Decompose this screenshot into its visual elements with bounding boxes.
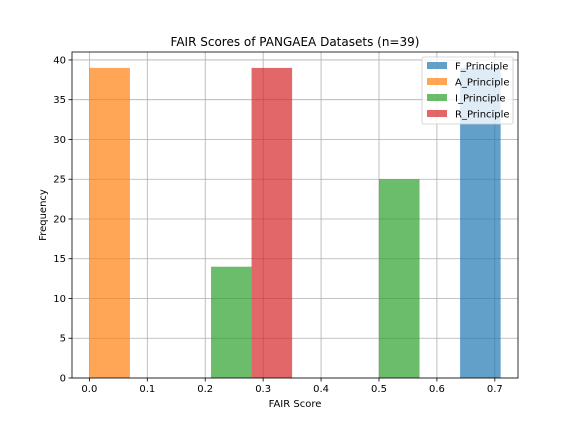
y-tick-label: 10 — [53, 294, 66, 305]
y-tick-label: 30 — [53, 135, 66, 146]
y-tick-label: 0 — [60, 374, 66, 385]
legend-swatch — [427, 110, 447, 117]
legend-label: R_Principle — [455, 110, 510, 121]
bar-r-principle — [251, 67, 293, 378]
x-tick-label: 0.7 — [487, 384, 503, 395]
legend-box — [421, 56, 514, 125]
x-tick-label: 0.1 — [139, 384, 155, 395]
tick-labels: 0.0 0.1 0.2 0.3 0.4 0.5 0.6 0.7 0 5 10 15 20 25 30 35 40 — [53, 55, 503, 395]
legend-swatch — [427, 94, 447, 101]
legend-label: F_Principle — [455, 62, 508, 73]
x-axis-label: FAIR Score — [269, 399, 322, 410]
y-axis-label: Frequency — [38, 189, 49, 241]
x-tick-label: 0.4 — [313, 384, 329, 395]
bar-i-principle — [211, 266, 252, 378]
legend: F_Principle A_Principle I_Principle R_Princ… — [421, 56, 514, 125]
y-tick-label: 25 — [53, 175, 66, 186]
x-tick-label: 0.5 — [371, 384, 387, 395]
x-tick-label: 0.0 — [81, 384, 97, 395]
legend-label: A_Principle — [455, 78, 509, 89]
chart-title: FAIR Scores of PANGAEA Datasets (n=39) — [171, 35, 420, 49]
x-tick-label: 0.3 — [255, 384, 271, 395]
y-tick-label: 5 — [60, 334, 66, 345]
legend-swatch — [427, 62, 447, 69]
y-tick-label: 15 — [53, 254, 66, 265]
y-tick-label: 40 — [53, 55, 66, 66]
x-tick-label: 0.2 — [197, 384, 213, 395]
legend-label: I_Principle — [455, 94, 506, 105]
y-tick-label: 20 — [53, 214, 66, 225]
bar-a-principle — [89, 67, 130, 378]
legend-swatch — [427, 78, 447, 85]
plot-frame — [71, 51, 519, 379]
bar-i-principle — [378, 179, 420, 378]
tick-marks — [68, 59, 496, 382]
y-tick-label: 35 — [53, 95, 66, 106]
x-tick-label: 0.6 — [429, 384, 445, 395]
